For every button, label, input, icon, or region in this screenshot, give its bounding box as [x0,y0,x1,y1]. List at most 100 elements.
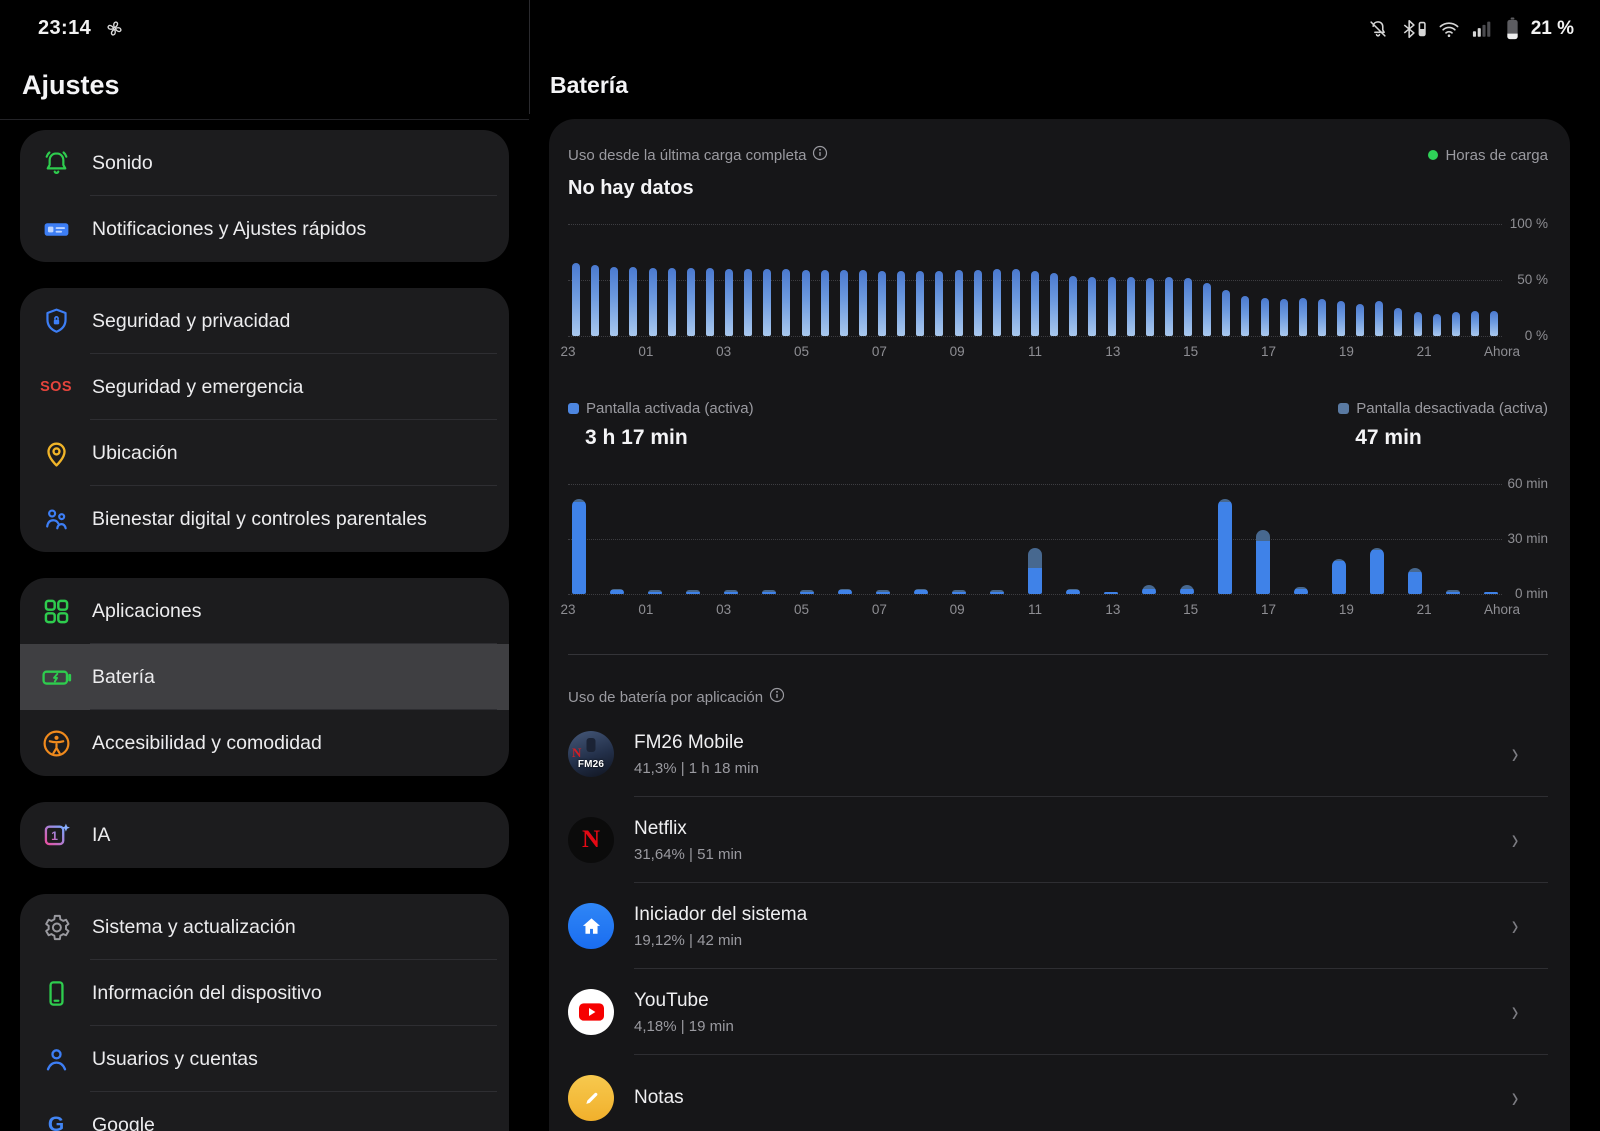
app-usage-row-iniciador-del-sistema[interactable]: Iniciador del sistema 19,12% | 42 min › [568,883,1548,969]
screen-off-label: Pantalla desactivada (activa) [1356,400,1548,417]
bluetooth-device-icon [1398,18,1428,40]
screen-chart-xtick: 11 [1027,602,1043,617]
battery-chart-ytick: 0 % [1524,328,1548,343]
sidebar-item-notificaciones-y-ajustes-rapidos[interactable]: Notificaciones y Ajustes rápidos [20,196,509,262]
sidebar-item-label: Aplicaciones [92,599,202,622]
screen-on-value: 3 h 17 min [585,426,688,449]
battery-level-bar [1069,275,1078,336]
screen-chart-xtick: 17 [1260,602,1277,617]
user-icon [20,1044,92,1075]
sidebar-item-ia[interactable]: 1 IA [20,802,509,868]
screen-time-bar [990,590,1004,594]
screen-off-value: 47 min [1355,426,1422,449]
app-name: Iniciador del sistema [634,903,808,925]
battery-level-bar [1375,301,1384,336]
battery-level-bar [725,268,733,336]
battery-level-bar [1107,276,1116,336]
chevron-right-icon: › [1511,1081,1519,1114]
app-usage-row-youtube[interactable]: YouTube 4,18% | 19 min › [568,969,1548,1055]
screen-time-bar [952,590,966,594]
screen-on-marker [568,403,579,414]
screen-time-bar [1218,498,1232,594]
screen-chart-ytick: 0 min [1514,586,1548,601]
battery-level-bar [878,271,886,336]
sidebar-item-accesibilidad-y-comodidad[interactable]: Accesibilidad y comodidad [20,710,509,776]
sidebar-item-label: Seguridad y privacidad [92,309,291,332]
battery-level-bar [820,269,829,336]
device-info-icon [20,978,92,1009]
app-usage-detail: 19,12% | 42 min [634,931,743,949]
sidebar-item-informacion-del-dispositivo[interactable]: Información del dispositivo [20,960,509,1026]
sidebar-group: 1 IA [20,802,509,868]
sidebar-item-sistema-y-actualizacion[interactable]: Sistema y actualización [20,894,509,960]
usage-value: No hay datos [568,177,694,199]
ai-icon: 1 [20,820,92,851]
battery-level-bar [1317,299,1326,336]
screen-chart-ytick: 60 min [1507,476,1548,491]
battery-chart-xtick: Ahora [1483,344,1521,359]
screen-chart-xtick: 21 [1416,602,1432,617]
sidebar-item-seguridad-y-emergencia[interactable]: SOS Seguridad y emergencia [20,354,509,420]
battery-level-bar [782,268,791,336]
app-usage-row-notas[interactable]: Notas › [568,1055,1548,1131]
sidebar-item-sonido[interactable]: Sonido [20,130,509,196]
battery-chart-xtick: 03 [716,344,732,359]
sidebar-item-aplicaciones[interactable]: Aplicaciones [20,578,509,644]
sidebar-group: Aplicaciones Batería Accesibilidad y comod… [20,578,509,776]
battery-level-bar [1298,297,1307,336]
chevron-right-icon: › [1511,909,1519,942]
battery-level-bar [1031,271,1039,336]
sidebar-group: Seguridad y privacidad SOS Seguridad y eme… [20,288,509,552]
battery-level-bar [1184,277,1192,336]
screen-off-stat: Pantalla desactivada (activa) 47 min [1338,400,1548,450]
sidebar-list[interactable]: Sonido Notificaciones y Ajustes rápidos Se… [0,120,529,1131]
screen-chart-xtick: 23 [560,602,576,617]
sidebar-item-bienestar-digital-y-controles-parentales[interactable]: Bienestar digital y controles parentales [20,486,509,552]
charge-hours-dot [1428,150,1439,160]
battery-level-bar [1279,299,1288,336]
app-usage-row-netflix[interactable]: N Netflix 31,64% | 51 min › [568,797,1548,883]
sidebar-item-usuarios-y-cuentas[interactable]: Usuarios y cuentas [20,1026,509,1092]
battery-level-bar [1337,301,1345,336]
sidebar-item-seguridad-y-privacidad[interactable]: Seguridad y privacidad [20,288,509,354]
apps-usage-label: Uso de batería por aplicación [568,688,764,706]
battery-level-bar [1241,295,1250,336]
fan-icon [104,18,125,39]
wifi-icon [1437,18,1461,40]
battery-header: Batería [529,51,1600,119]
battery-level-bar [1011,268,1020,336]
screen-time-bar [724,590,738,594]
sidebar-item-bateria[interactable]: Batería [20,644,509,710]
info-icon[interactable] [812,145,828,165]
screen-chart-xtick: 05 [793,602,810,617]
app-name: Notas [634,1087,684,1108]
screen-time-bar [838,588,852,594]
sidebar-item-label: Información del dispositivo [92,981,322,1004]
battery-chart-ytick: 50 % [1517,272,1548,287]
screen-time-bar [762,590,776,594]
info-icon[interactable] [769,687,785,707]
app-usage-list: N FM26 FM26 Mobile 41,3% | 1 h 18 min › N Netf… [568,711,1548,1131]
screen-chart-ytick: 30 min [1507,531,1548,546]
sidebar-item-google[interactable]: G Google [20,1092,509,1131]
battery-level-bar [1490,311,1498,336]
screen-time-bar [1104,592,1118,594]
app-usage-row-fm26-mobile[interactable]: N FM26 FM26 Mobile 41,3% | 1 h 18 min › [568,711,1548,797]
battery-level-bar [705,267,714,336]
cell-signal-icon [1470,18,1496,40]
battery-level-bar [839,269,848,336]
battery-level-bar [935,271,944,336]
battery-level-chart: 100 % 50 % 0 % 23 01 03 05 07 09 11 13 15 17 19 21 Aho… [560,216,1548,364]
usage-since-label: Uso desde la última carga completa [568,146,807,164]
battery-level-bar [801,269,810,336]
battery-level-bar [744,268,753,336]
battery-chart-xtick: 11 [1027,344,1043,359]
sidebar-item-label: Seguridad y emergencia [92,375,304,398]
screen-time-bar [572,498,586,594]
sidebar-item-ubicacion[interactable]: Ubicación [20,420,509,486]
sidebar-item-label: Ubicación [92,441,178,464]
charge-hours-label: Horas de carga [1445,146,1548,164]
settings-sidebar: Ajustes Sonido Notificaciones y Ajustes r… [0,51,529,1131]
screen-time-bar [1294,586,1308,594]
screen-time-bar [800,590,814,594]
